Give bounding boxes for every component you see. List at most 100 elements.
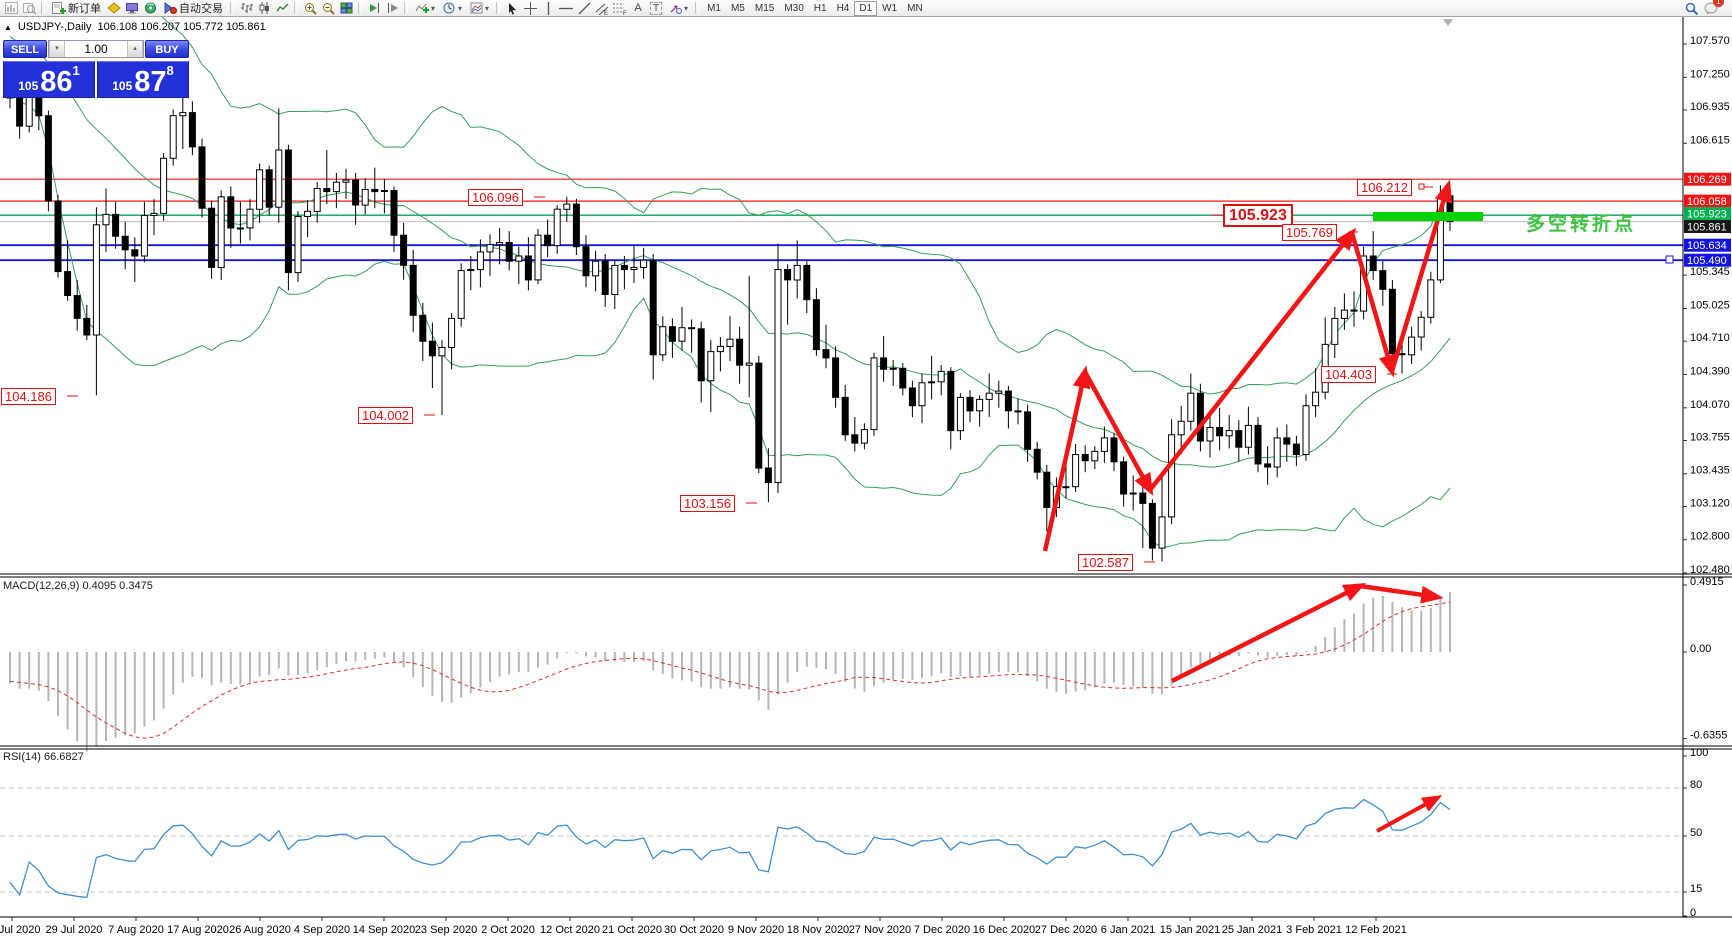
bollinger-lower — [9, 84, 1451, 549]
tf-button-m5[interactable]: M5 — [730, 2, 745, 14]
date-label: 3 Feb 2021 — [1286, 924, 1342, 936]
date-label: 15 Jan 2021 — [1160, 924, 1221, 936]
tile-windows-icon[interactable] — [337, 1, 355, 16]
sell-button[interactable]: SELL — [3, 40, 47, 58]
date-label: 27 Nov 2020 — [849, 924, 911, 936]
price-annotation-104.186[interactable]: 104.186 — [1, 388, 56, 405]
notifications-icon[interactable]: 1 — [1704, 0, 1724, 14]
rsi-line — [9, 798, 1451, 899]
candlestick-type-icon[interactable] — [255, 1, 273, 16]
price-tick-102.800: 102.800 — [1690, 531, 1730, 543]
volume-input[interactable]: 1.00 — [84, 42, 108, 56]
rsi-trend-arrow[interactable] — [1376, 795, 1443, 833]
chart-shift-icon[interactable] — [383, 1, 401, 16]
zigzag-arrow[interactable] — [1148, 227, 1357, 492]
price-tag-text: 106.269 — [1687, 174, 1727, 186]
one-click-toggle-icon[interactable]: ▲ — [4, 22, 12, 32]
trendline-tool-icon[interactable] — [575, 1, 593, 16]
price-annotation-106.096[interactable]: 106.096 — [468, 189, 523, 206]
rsi-indicator — [0, 787, 1683, 899]
tf-button-m15[interactable]: M15 — [754, 2, 775, 14]
volume-down-button[interactable]: ▾ — [49, 41, 65, 57]
zigzag-arrow[interactable] — [1083, 370, 1154, 496]
toolbar-separator — [695, 2, 700, 14]
buy-price-point: 8 — [166, 63, 174, 78]
price-tick-106.935: 106.935 — [1690, 101, 1730, 113]
price-tag-106.058 — [1684, 194, 1731, 208]
bar-chart-type-icon[interactable] — [237, 1, 255, 16]
date-label: 29 Jul 2020 — [46, 924, 103, 936]
date-label: 9 Nov 2020 — [728, 924, 784, 936]
label-tool-icon[interactable]: T — [647, 1, 665, 16]
date-label: 30 Oct 2020 — [664, 924, 724, 936]
new-chart-icon[interactable] — [2, 1, 20, 16]
templates-button[interactable] — [466, 1, 493, 16]
volume-up-button[interactable]: ▴ — [127, 41, 143, 57]
chart-shift-marker[interactable] — [1443, 19, 1453, 26]
hline-handle[interactable] — [1665, 255, 1674, 264]
fibonacci-tool-icon[interactable]: F — [611, 1, 629, 16]
crosshair-tool-icon[interactable] — [521, 1, 539, 16]
macd-trend-arrow[interactable] — [1170, 582, 1367, 684]
macd-indicator — [9, 592, 1451, 752]
buy-price-pips: 87 — [134, 66, 167, 98]
price-annotation-106.212[interactable]: 106.212 — [1357, 179, 1412, 196]
zigzag-arrow[interactable] — [1042, 365, 1091, 552]
ohlc-values: 106.108 106.207 105.772 105.861 — [97, 21, 266, 33]
svg-text:F: F — [623, 11, 627, 15]
symbol-period-label: USDJPY-,Daily — [17, 21, 92, 33]
price-tag-105.861 — [1684, 220, 1731, 233]
turning-point-note[interactable]: 多空转折点 — [1526, 214, 1637, 235]
buy-button[interactable]: BUY — [145, 40, 189, 58]
toolbar-separator — [41, 2, 45, 14]
signals-icon[interactable] — [141, 1, 159, 16]
macd-trend-arrow[interactable] — [1359, 583, 1444, 604]
zoom-in-icon[interactable] — [301, 1, 319, 16]
price-tick-102.480: 102.480 — [1690, 564, 1730, 576]
tf-button-m30[interactable]: M30 — [784, 2, 804, 14]
label-tool-glyph: T — [649, 1, 663, 15]
zigzag-arrow[interactable] — [1349, 232, 1397, 378]
add-indicator-button[interactable] — [411, 1, 439, 16]
price-annotation-102.587[interactable]: 102.587 — [1078, 554, 1133, 571]
auto-scroll-icon[interactable] — [365, 1, 383, 16]
price-annotation-104.002[interactable]: 104.002 — [358, 407, 413, 424]
price-annotation-104.403[interactable]: 104.403 — [1321, 366, 1376, 383]
price-annotation-105.923[interactable]: 105.923 — [1223, 204, 1293, 227]
tf-button-h4[interactable]: H4 — [836, 2, 850, 14]
tf-button-m1[interactable]: M1 — [707, 2, 721, 14]
price-tag-105.490 — [1684, 253, 1731, 267]
sell-price-box[interactable]: 105 86 1 — [3, 61, 95, 98]
cursor-tool-icon[interactable] — [503, 1, 521, 16]
market-icon[interactable] — [123, 1, 141, 16]
date-label: 21 Oct 2020 — [602, 924, 662, 936]
date-label: 14 Sep 2020 — [353, 924, 415, 936]
date-label: 17 Aug 2020 — [167, 924, 229, 936]
price-annotation-105.769[interactable]: 105.769 — [1282, 224, 1337, 241]
buy-price-box[interactable]: 105 87 8 — [97, 61, 189, 98]
horizontal-line-tool-icon[interactable] — [557, 1, 575, 16]
turning-point-highlight-bar[interactable] — [1373, 212, 1483, 221]
channel-tool-icon[interactable]: E — [593, 1, 611, 16]
periods-button[interactable] — [439, 1, 466, 16]
tf-button-mn[interactable]: MN — [907, 2, 923, 14]
autotrading-button[interactable]: 自动交易 — [159, 1, 227, 16]
search-icon[interactable] — [1685, 2, 1698, 15]
metaeditor-icon[interactable] — [105, 1, 123, 16]
vertical-line-tool-icon[interactable] — [539, 1, 557, 16]
tf-button-h1[interactable]: H1 — [813, 2, 827, 14]
date-label: 18 Nov 2020 — [787, 924, 849, 936]
tf-button-d1[interactable]: D1 — [854, 0, 878, 16]
new-order-button[interactable]: 新订单 — [48, 1, 105, 16]
text-tool-icon[interactable]: A — [629, 1, 647, 16]
price-annotation-103.156[interactable]: 103.156 — [680, 495, 735, 512]
chart-profiles-icon[interactable] — [20, 1, 38, 16]
shapes-tool-button[interactable] — [665, 1, 692, 16]
tf-button-w1[interactable]: W1 — [882, 2, 898, 14]
zoom-out-icon[interactable] — [319, 1, 337, 16]
date-label: 4 Sep 2020 — [294, 924, 350, 936]
line-chart-type-icon[interactable] — [273, 1, 291, 16]
label-knob[interactable] — [1418, 183, 1425, 190]
